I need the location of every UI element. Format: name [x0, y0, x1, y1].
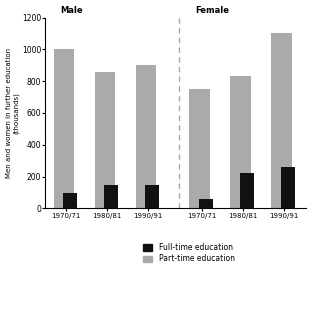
Bar [230, 76, 251, 208]
Bar [145, 185, 159, 208]
Bar [54, 49, 74, 208]
Bar [271, 33, 292, 208]
Bar [104, 185, 118, 208]
Bar [199, 199, 213, 208]
Text: Male: Male [60, 6, 82, 15]
Bar [95, 72, 115, 208]
Bar [240, 173, 254, 208]
Bar [281, 167, 295, 208]
Bar [189, 89, 210, 208]
Text: Female: Female [195, 6, 229, 15]
Legend: Full-time education, Part-time education: Full-time education, Part-time education [141, 241, 237, 266]
Bar [136, 65, 156, 208]
Y-axis label: Men and women in further education
(thousands): Men and women in further education (thou… [6, 48, 19, 178]
Bar [63, 193, 77, 208]
